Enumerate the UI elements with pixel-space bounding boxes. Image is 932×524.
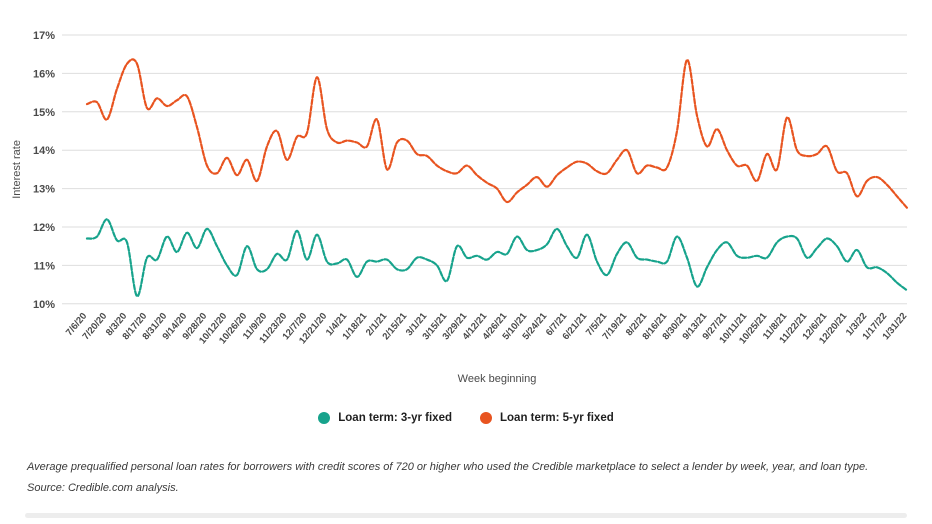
y-tick-label: 11% (34, 260, 56, 272)
legend-swatch-5yr-icon (480, 412, 492, 424)
y-tick-label: 15% (33, 107, 55, 119)
legend-item-3yr-fixed: Loan term: 3-yr fixed (318, 412, 452, 424)
bottom-divider (25, 513, 907, 518)
x-axis-title: Week beginning (458, 373, 537, 385)
y-axis-title: Interest rate (11, 140, 23, 199)
y-tick-label: 10% (33, 299, 55, 311)
y-tick-label: 13% (33, 184, 55, 196)
y-tick-label: 12% (33, 222, 55, 234)
chart-caption: Average prequalified personal loan rates… (27, 461, 869, 495)
y-tick-label: 17% (33, 30, 55, 42)
legend-swatch-3yr-icon (318, 412, 331, 424)
series-path-5yr-fixed (85, 58, 909, 209)
legend-label-5yr: Loan term: 5-yr fixed (500, 412, 614, 424)
y-tick-label: 14% (33, 145, 55, 157)
y-tick-label: 16% (33, 68, 55, 80)
legend-label-3yr: Loan term: 3-yr fixed (338, 412, 452, 424)
chart-legend: Loan term: 3-yr fixed Loan term: 5-yr fi… (0, 412, 932, 424)
legend-item-5yr-fixed: Loan term: 5-yr fixed (480, 412, 614, 424)
rate-line-chart: 17%16%15%14%13%12%11%10%7/6/207/20/208/3… (11, 30, 909, 385)
series-path-3yr-fixed (85, 218, 909, 298)
